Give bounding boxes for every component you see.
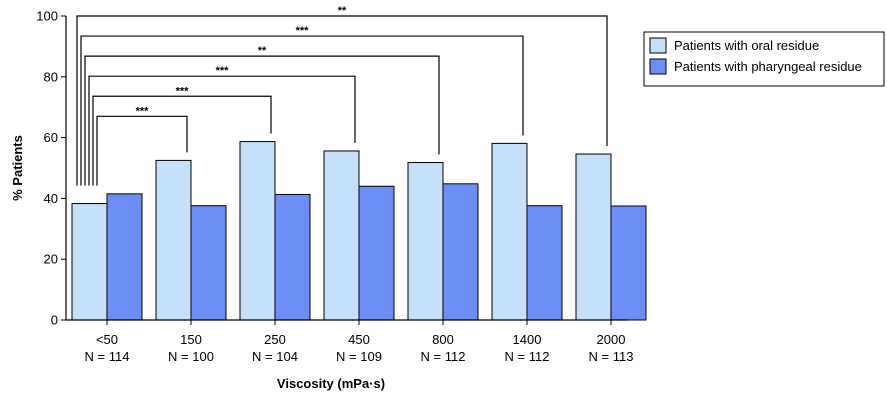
x-tick-sample-size: N = 109 [336, 349, 382, 364]
significance-bracket: *** [92, 85, 272, 186]
significance-bracket: ** [84, 45, 440, 186]
x-axis-title: Viscosity (mPa·s) [277, 376, 385, 391]
x-tick-label: 450 [348, 332, 370, 347]
bracket-line [88, 75, 356, 186]
significance-bracket: *** [80, 25, 524, 186]
bar-pharyngeal-residue-6 [610, 205, 647, 321]
bar-pharyngeal-residue-5 [526, 205, 563, 321]
bar-pharyngeal-residue-2 [274, 193, 311, 321]
y-tick-label: 60 [44, 130, 58, 145]
y-axis-title: % Patients [10, 135, 25, 201]
significance-bracket: ** [76, 5, 608, 186]
significance-brackets: **************** [76, 5, 608, 186]
x-tick-sample-size: N = 112 [505, 349, 550, 364]
x-tick-sample-size: N = 113 [589, 349, 634, 364]
x-tick-sample-size: N = 100 [168, 349, 214, 364]
bar-oral-residue-5 [491, 142, 528, 321]
x-tick-sample-size: N = 104 [252, 349, 298, 364]
y-tick-label: 80 [44, 69, 58, 84]
axes-group [65, 16, 628, 321]
y-ticks: 0 20 40 60 80 100 [36, 9, 66, 328]
x-tick-label: 1400 [513, 332, 542, 347]
significance-label: *** [136, 105, 150, 117]
bar-pharyngeal-residue-0 [106, 193, 143, 321]
x-tick-label: 150 [180, 332, 202, 347]
significance-label: ** [258, 45, 267, 57]
x-ticks: <50 N = 114 150 N = 100 250 N = 104 450 N = 109… [85, 320, 634, 364]
bracket-line [84, 55, 440, 186]
x-tick-label: <50 [96, 332, 118, 347]
bracket-line [96, 115, 188, 186]
significance-label: *** [176, 85, 190, 97]
bar-pharyngeal-residue-4 [442, 183, 479, 321]
significance-label: ** [338, 5, 347, 17]
y-tick-label: 20 [44, 252, 58, 267]
bars-group [71, 141, 647, 321]
legend-label-pharyngeal: Patients with pharyngeal residue [674, 59, 862, 74]
bar-oral-residue-3 [323, 150, 360, 321]
x-tick-sample-size: N = 112 [421, 349, 466, 364]
legend: Patients with oral residue Patients with … [643, 31, 885, 87]
legend-swatch-oral [649, 37, 667, 54]
x-tick-label: 2000 [597, 332, 626, 347]
y-tick-label: 0 [51, 313, 58, 328]
significance-label: *** [296, 25, 310, 37]
bar-oral-residue-1 [155, 159, 192, 321]
bar-oral-residue-2 [239, 141, 276, 321]
bar-pharyngeal-residue-1 [190, 205, 227, 321]
bar-oral-residue-0 [71, 203, 108, 321]
x-tick-sample-size: N = 114 [85, 349, 130, 364]
bar-oral-residue-4 [407, 162, 444, 321]
legend-box [643, 31, 885, 87]
bracket-line [80, 35, 524, 186]
significance-bracket: *** [88, 65, 356, 186]
y-tick-label: 100 [36, 9, 58, 24]
legend-label-oral: Patients with oral residue [674, 38, 819, 53]
y-tick-label: 40 [44, 191, 58, 206]
x-tick-label: 800 [432, 332, 454, 347]
bar-oral-residue-6 [575, 153, 612, 321]
bracket-line [92, 95, 272, 186]
x-tick-label: 250 [264, 332, 286, 347]
significance-label: *** [216, 65, 230, 77]
significance-bracket: *** [96, 105, 188, 186]
legend-swatch-pharyngeal [649, 58, 667, 75]
bracket-line [76, 15, 608, 186]
bar-pharyngeal-residue-3 [358, 185, 395, 321]
